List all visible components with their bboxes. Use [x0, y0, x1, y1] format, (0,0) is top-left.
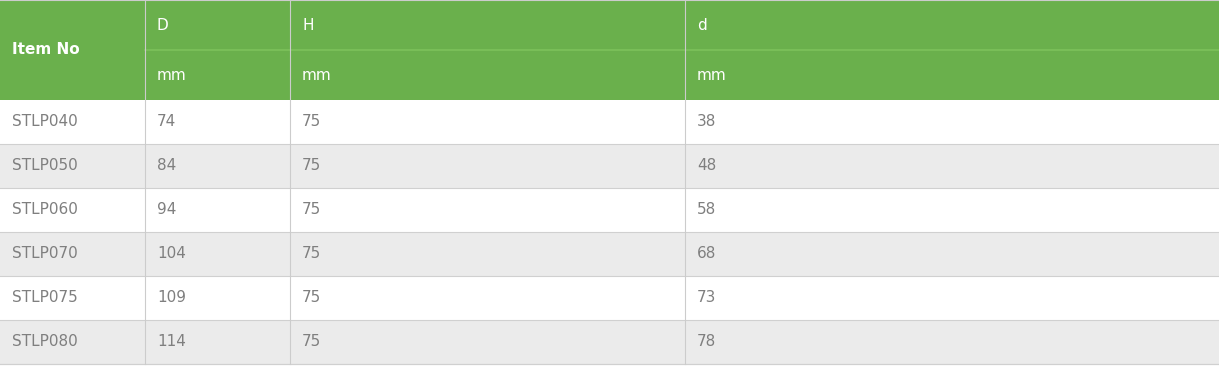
- Text: 104: 104: [157, 247, 185, 262]
- Text: 75: 75: [302, 159, 322, 174]
- Text: STLP040: STLP040: [12, 115, 78, 130]
- Text: 73: 73: [697, 291, 717, 305]
- Text: mm: mm: [302, 68, 332, 83]
- Text: 38: 38: [697, 115, 717, 130]
- Text: H: H: [302, 18, 313, 33]
- Text: 75: 75: [302, 203, 322, 218]
- Text: Item No: Item No: [12, 43, 79, 58]
- Text: 75: 75: [302, 247, 322, 262]
- Text: 114: 114: [157, 334, 185, 349]
- Text: 84: 84: [157, 159, 177, 174]
- Text: 74: 74: [157, 115, 177, 130]
- Text: 78: 78: [697, 334, 717, 349]
- Text: STLP060: STLP060: [12, 203, 78, 218]
- Bar: [0, 276, 1219, 320]
- Text: mm: mm: [157, 68, 187, 83]
- Text: STLP080: STLP080: [12, 334, 78, 349]
- Bar: [0, 144, 1219, 188]
- Text: d: d: [697, 18, 707, 33]
- Text: 48: 48: [697, 159, 717, 174]
- Text: STLP050: STLP050: [12, 159, 78, 174]
- Bar: [0, 0, 1219, 100]
- Text: mm: mm: [697, 68, 727, 83]
- Text: STLP070: STLP070: [12, 247, 78, 262]
- Text: 75: 75: [302, 291, 322, 305]
- Text: 109: 109: [157, 291, 187, 305]
- Bar: [0, 188, 1219, 232]
- Text: STLP075: STLP075: [12, 291, 78, 305]
- Text: 94: 94: [157, 203, 177, 218]
- Text: D: D: [157, 18, 168, 33]
- Text: 75: 75: [302, 334, 322, 349]
- Bar: [0, 100, 1219, 144]
- Bar: [0, 232, 1219, 276]
- Text: 75: 75: [302, 115, 322, 130]
- Text: 68: 68: [697, 247, 717, 262]
- Text: 58: 58: [697, 203, 717, 218]
- Bar: [0, 320, 1219, 364]
